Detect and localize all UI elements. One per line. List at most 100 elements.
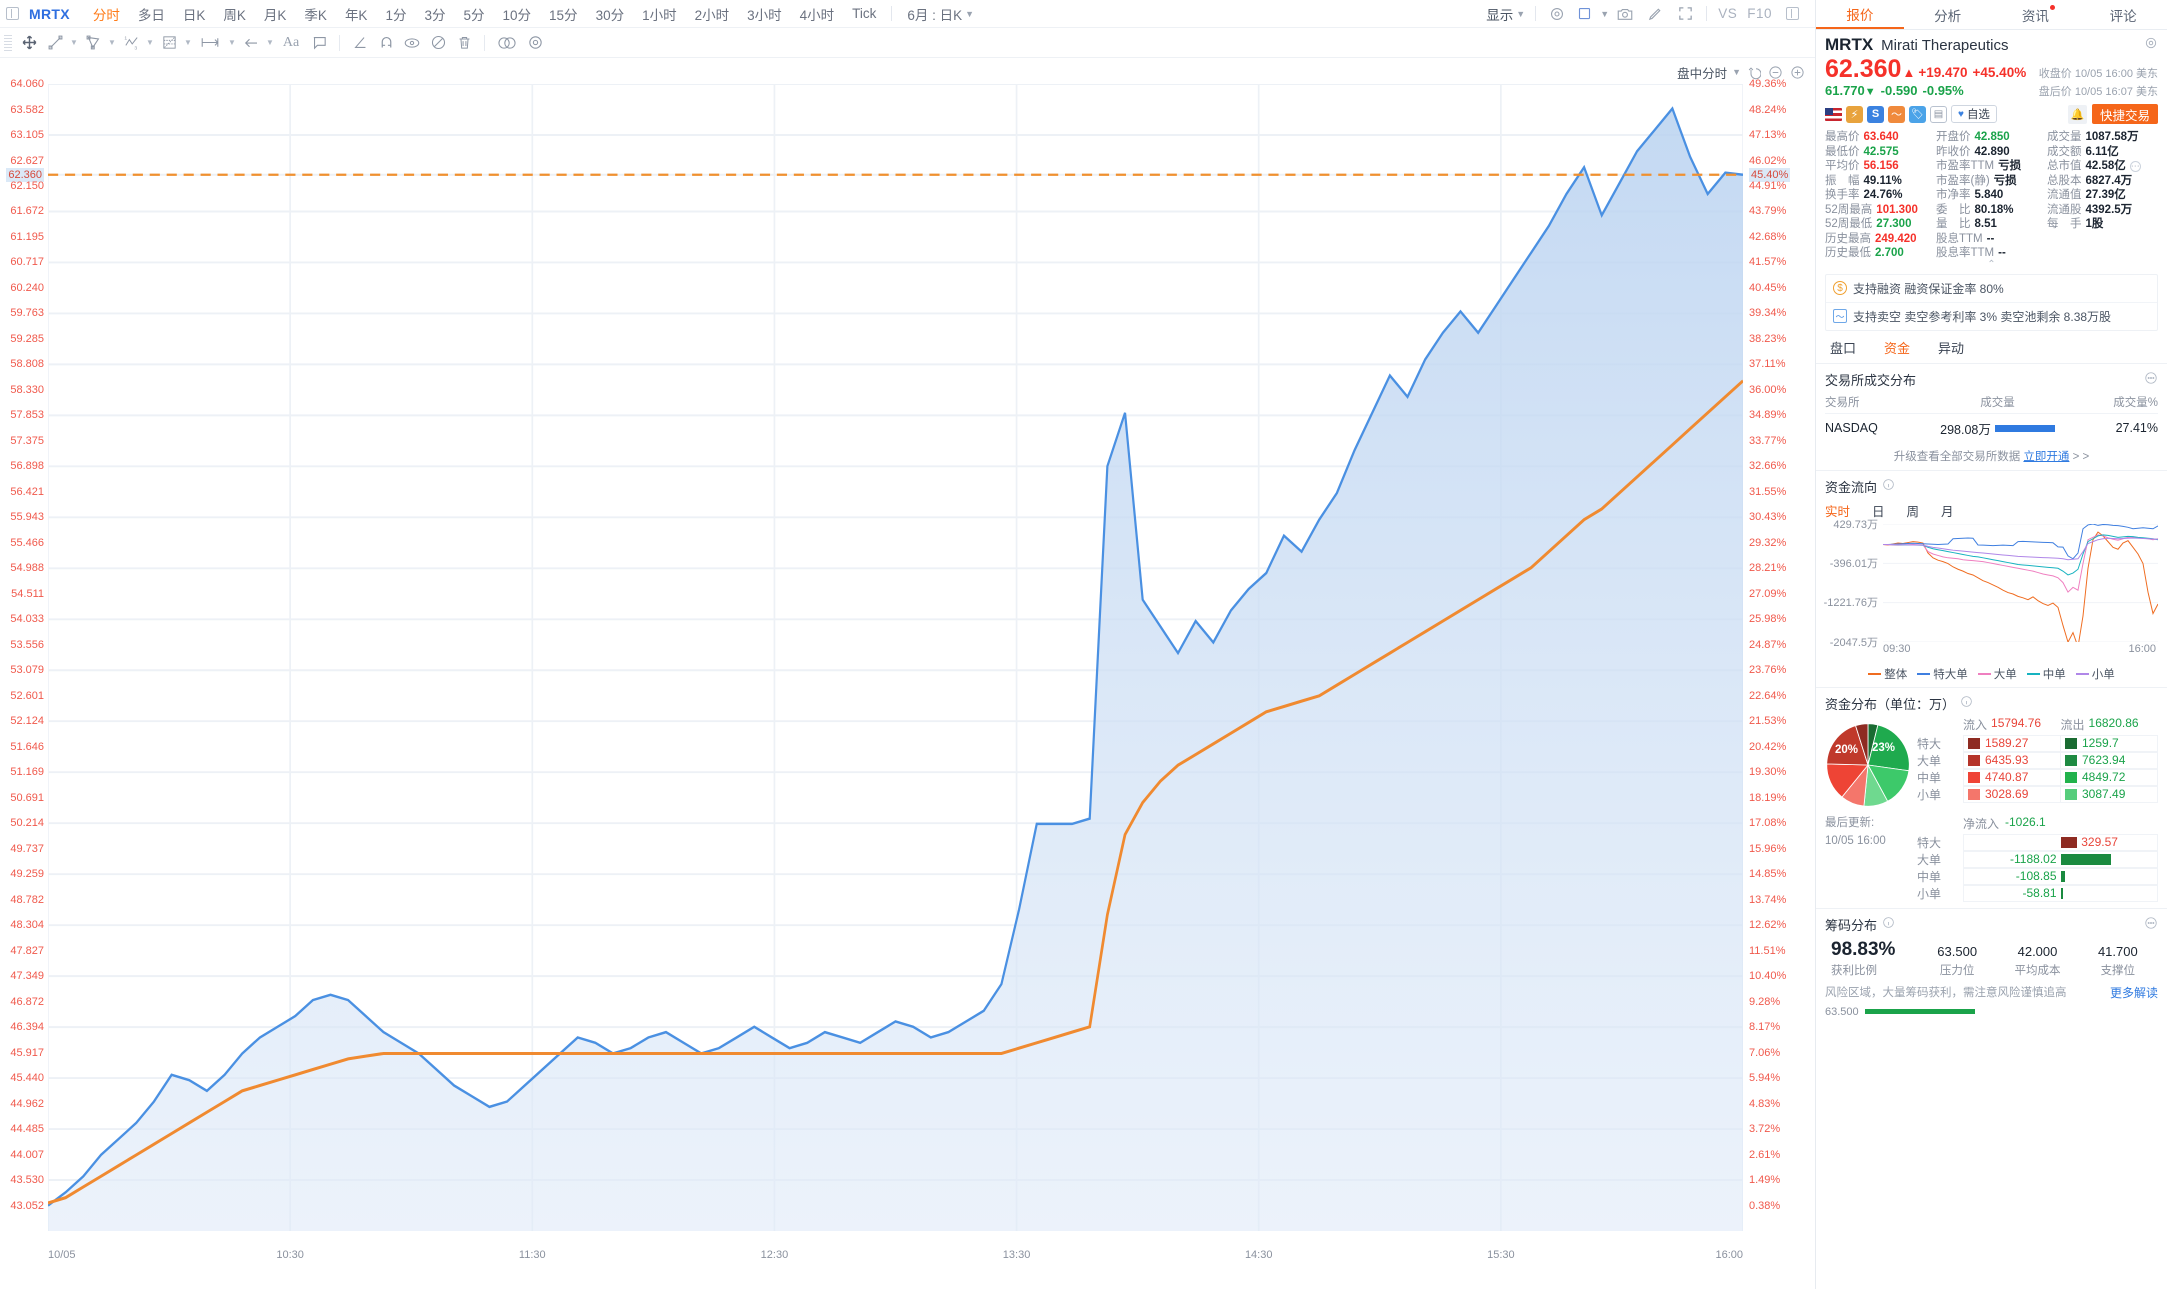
- tag-badge-icon[interactable]: 🏷: [1909, 105, 1926, 123]
- chart-plot-area[interactable]: [47, 83, 1744, 1231]
- gear-icon[interactable]: [1542, 3, 1572, 25]
- quick-trade-button[interactable]: 快捷交易: [2091, 104, 2158, 125]
- more-analysis-link[interactable]: 更多解读: [2109, 985, 2158, 1000]
- more-options-icon[interactable]: [2144, 371, 2158, 388]
- pencil-icon[interactable]: [1640, 3, 1670, 25]
- fundflow-tab-2[interactable]: 周: [1906, 504, 1920, 519]
- period-8[interactable]: 3分: [424, 7, 446, 23]
- camera-icon[interactable]: [1610, 3, 1640, 25]
- measure-range-icon[interactable]: [194, 31, 226, 55]
- volatility-badge-icon[interactable]: 〜: [1888, 105, 1905, 123]
- period-1[interactable]: 多日: [137, 7, 165, 23]
- zoom-in-icon[interactable]: [1787, 62, 1807, 82]
- chevron-down-icon[interactable]: ▼: [1600, 8, 1610, 19]
- fundflow-legend-1[interactable]: 特大单: [1917, 666, 1968, 682]
- trend-line-icon[interactable]: [42, 31, 68, 55]
- short-badge-icon[interactable]: S: [1867, 105, 1884, 123]
- period-14[interactable]: 2小时: [694, 7, 730, 23]
- chevron-down-icon[interactable]: ▼: [266, 38, 274, 47]
- layout-toggle-icon[interactable]: [6, 7, 19, 20]
- chart-scrollbar[interactable]: [0, 1275, 1815, 1289]
- panel-tab-1[interactable]: 分析: [1904, 0, 1992, 29]
- trash-icon[interactable]: [451, 31, 477, 55]
- fundflow-chart[interactable]: 429.73万 -396.01万 -1221.76万 -2047.5万 09:30 16…: [1824, 519, 2159, 664]
- vs-button[interactable]: VS: [1718, 6, 1738, 21]
- stock-header: MRTX Mirati Therapeutics 62.360 ▲ +19.47…: [1816, 30, 2167, 126]
- display-settings-button[interactable]: 显示 ▼: [1482, 4, 1529, 24]
- undo-icon[interactable]: [1743, 62, 1763, 82]
- period-2[interactable]: 日K: [182, 7, 206, 23]
- period-6[interactable]: 年K: [344, 7, 368, 23]
- lightning-badge-icon[interactable]: ⚡: [1846, 105, 1863, 123]
- fullscreen-icon[interactable]: [1670, 3, 1700, 25]
- period-10[interactable]: 10分: [502, 7, 532, 23]
- lock-disabled-icon[interactable]: [425, 31, 451, 55]
- info-icon[interactable]: [1960, 695, 1973, 711]
- fib-retracement-icon[interactable]: [156, 31, 182, 55]
- panel-toggle-icon[interactable]: [1777, 3, 1807, 25]
- fundflow-legend-0[interactable]: 整体: [1868, 666, 1907, 682]
- fundflow-tab-1[interactable]: 日: [1872, 504, 1885, 519]
- fundflow-legend-4[interactable]: 小单: [2075, 666, 2115, 682]
- chevron-down-icon[interactable]: ▼: [228, 38, 236, 47]
- note-badge-icon[interactable]: ▤: [1930, 105, 1947, 123]
- chevron-down-icon[interactable]: ▼: [1732, 67, 1741, 77]
- collapse-stats-icon[interactable]: ⌃: [1987, 258, 1996, 270]
- angle-icon[interactable]: [347, 31, 373, 55]
- outflow-value: 4849.72: [2082, 770, 2126, 785]
- sub-tab-2[interactable]: 异动: [1938, 340, 1965, 356]
- info-icon[interactable]: [1882, 916, 1895, 932]
- add-watchlist-button[interactable]: ♥ 自选: [1951, 105, 1997, 124]
- panel-tab-2[interactable]: 资讯: [1992, 0, 2080, 29]
- period-12[interactable]: 30分: [595, 7, 625, 23]
- sub-tab-0[interactable]: 盘口: [1830, 340, 1857, 356]
- stats-row: 最高价 63.640 开盘价 42.850 成交量 1087.58万: [1825, 130, 2158, 145]
- chevron-down-icon[interactable]: ▼: [70, 38, 78, 47]
- market-cap-more-icon[interactable]: ⋯: [2129, 161, 2141, 172]
- period-0[interactable]: 分时: [92, 7, 120, 23]
- chevron-down-icon[interactable]: ▼: [146, 38, 154, 47]
- period-4[interactable]: 月K: [263, 7, 287, 23]
- fundflow-legend-2[interactable]: 大单: [1977, 666, 2017, 682]
- info-icon[interactable]: [1882, 478, 1895, 494]
- crosshair-move-icon[interactable]: [16, 31, 42, 55]
- chart-style-icon[interactable]: [1572, 3, 1596, 25]
- f10-button[interactable]: F10: [1747, 6, 1772, 21]
- sub-tab-1[interactable]: 资金: [1884, 340, 1911, 356]
- toolbar-drag-handle[interactable]: [4, 34, 12, 51]
- wave-count-icon[interactable]: 1 3: [118, 31, 144, 55]
- text-tool-icon[interactable]: Aa: [282, 34, 300, 50]
- shape-tool-icon[interactable]: [80, 31, 106, 55]
- fundflow-tab-0[interactable]: 实时: [1825, 504, 1851, 519]
- comment-icon[interactable]: [306, 31, 332, 55]
- fundflow-legend-3[interactable]: 中单: [2026, 666, 2066, 682]
- merge-panels-icon[interactable]: [492, 31, 522, 55]
- period-7[interactable]: 1分: [385, 7, 407, 23]
- period-11[interactable]: 15分: [549, 7, 578, 23]
- period-9[interactable]: 5分: [463, 7, 485, 23]
- panel-tab-3[interactable]: 评论: [2079, 0, 2167, 29]
- visibility-icon[interactable]: [399, 31, 425, 55]
- magnet-icon[interactable]: [373, 31, 399, 55]
- gear-icon[interactable]: [522, 31, 548, 55]
- outflow-value: 1259.7: [2082, 736, 2119, 751]
- intraday-chart[interactable]: 盘中分时 ▼ 64.060 63.582: [0, 58, 1815, 1289]
- chevron-down-icon[interactable]: ▼: [108, 38, 116, 47]
- period-17[interactable]: Tick: [852, 6, 877, 21]
- period-3[interactable]: 周K: [223, 7, 246, 23]
- period-15[interactable]: 3小时: [747, 7, 782, 23]
- period-13[interactable]: 1小时: [642, 7, 677, 23]
- fundflow-tab-3[interactable]: 月: [1941, 504, 1954, 519]
- custom-period-selector[interactable]: 6月 : 日K ▼: [898, 4, 983, 24]
- chart-mode-label[interactable]: 盘中分时: [1677, 66, 1728, 81]
- more-options-icon[interactable]: [2144, 916, 2158, 933]
- upgrade-link[interactable]: 立即开通: [2023, 450, 2070, 463]
- gear-icon[interactable]: [2144, 36, 2158, 53]
- panel-tab-0[interactable]: 报价: [1816, 0, 1904, 29]
- alert-bell-icon[interactable]: 🔔: [2067, 104, 2087, 124]
- period-5[interactable]: 季K: [304, 7, 327, 23]
- arrow-icon[interactable]: [238, 31, 264, 55]
- chevron-down-icon[interactable]: ▼: [184, 38, 192, 47]
- period-16[interactable]: 4小时: [799, 7, 835, 23]
- zoom-out-icon[interactable]: [1765, 62, 1785, 82]
